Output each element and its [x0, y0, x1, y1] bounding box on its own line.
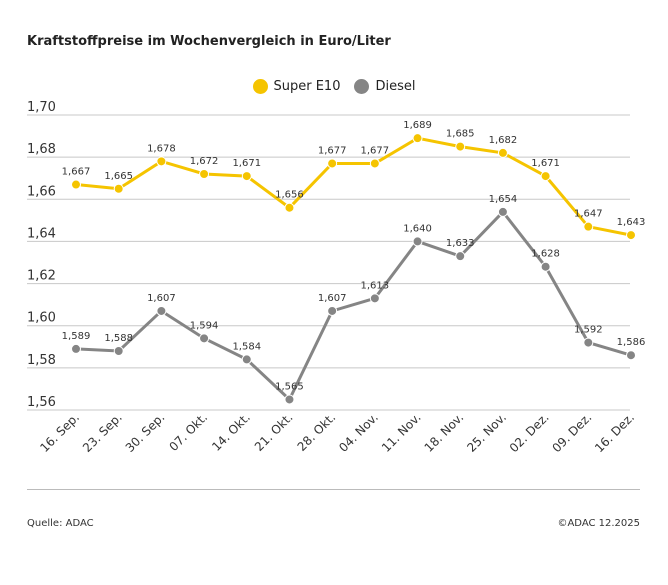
data-label: 1,594 — [190, 320, 219, 331]
y-tick-label: 1,68 — [27, 142, 56, 157]
data-label: 1,613 — [361, 280, 390, 291]
data-point — [156, 305, 167, 316]
data-point — [369, 158, 380, 169]
series-line — [75, 136, 632, 237]
x-tick-label: 14. Okt. — [209, 410, 253, 454]
y-tick-label: 1,70 — [27, 100, 56, 115]
data-label: 1,682 — [489, 135, 518, 146]
divider — [27, 489, 640, 490]
copyright: ©ADAC 12.2025 — [557, 518, 640, 529]
data-point — [327, 158, 338, 169]
data-point — [241, 354, 252, 365]
legend-label: Super E10 — [273, 79, 341, 94]
data-point — [71, 179, 81, 190]
data-point — [583, 221, 594, 232]
data-point — [583, 337, 594, 348]
data-label: 1,647 — [574, 209, 603, 220]
data-label: 1,667 — [62, 167, 91, 178]
data-label: 1,628 — [531, 249, 560, 260]
data-label: 1,665 — [104, 171, 133, 182]
legend-swatch — [252, 79, 268, 94]
y-tick-label: 1,62 — [27, 269, 56, 284]
data-point — [199, 169, 210, 179]
data-point — [455, 251, 466, 262]
data-label: 1,592 — [574, 325, 603, 336]
data-point — [113, 183, 124, 194]
data-label: 1,656 — [275, 190, 304, 201]
data-label: 1,584 — [232, 341, 261, 352]
data-label: 1,633 — [446, 238, 475, 249]
x-tick-label: 18. Nov. — [422, 410, 467, 455]
x-tick-label: 23. Sep. — [80, 410, 125, 455]
data-label: 1,589 — [62, 331, 91, 342]
data-label: 1,654 — [489, 194, 518, 205]
data-point — [327, 305, 338, 316]
legend-item-super-e10: Super E10 — [252, 79, 341, 94]
source-note: Quelle: ADAC — [27, 518, 94, 529]
x-tick-label: 30. Sep. — [123, 410, 168, 455]
x-tick-label: 16. Dez. — [592, 410, 637, 455]
data-label: 1,588 — [104, 333, 133, 344]
x-tick-label: 21. Okt. — [252, 410, 296, 454]
y-tick-label: 1,58 — [27, 353, 56, 368]
data-label: 1,671 — [531, 158, 560, 169]
x-tick-label: 02. Dez. — [507, 410, 552, 455]
legend-item-diesel: Diesel — [354, 79, 416, 94]
data-label: 1,640 — [403, 223, 432, 234]
y-tick-label: 1,56 — [27, 395, 56, 410]
data-point — [412, 133, 423, 144]
data-point — [412, 236, 423, 247]
data-label: 1,672 — [190, 156, 219, 167]
data-label: 1,685 — [446, 129, 475, 140]
data-point — [199, 333, 210, 344]
x-tick-label: 16. Sep. — [37, 410, 82, 455]
y-tick-label: 1,64 — [27, 226, 56, 241]
data-point — [284, 202, 295, 213]
data-point — [71, 343, 81, 354]
x-tick-label: 28. Okt. — [295, 410, 339, 454]
data-point — [156, 156, 167, 167]
x-tick-label: 07. Okt. — [166, 410, 210, 454]
chart-title: Kraftstoffpreise im Wochenvergleich in E… — [27, 34, 391, 49]
data-label: 1,689 — [403, 120, 432, 131]
data-point — [626, 350, 636, 361]
x-tick-label: 04. Nov. — [336, 410, 381, 455]
x-tick-label: 09. Dez. — [549, 410, 594, 455]
data-label: 1,677 — [318, 145, 347, 156]
data-label: 1,565 — [275, 381, 304, 392]
data-label: 1,607 — [318, 293, 347, 304]
data-point — [497, 206, 508, 217]
series-line — [75, 209, 632, 402]
data-point — [241, 171, 252, 182]
x-tick-label: 25. Nov. — [464, 410, 509, 455]
data-label: 1,607 — [147, 293, 176, 304]
y-tick-label: 1,60 — [27, 311, 56, 326]
data-label: 1,643 — [617, 217, 646, 228]
data-point — [540, 171, 551, 182]
data-point — [284, 394, 295, 405]
legend-label: Diesel — [375, 79, 416, 94]
x-tick-label: 11. Nov. — [379, 410, 424, 455]
data-point — [455, 141, 466, 152]
data-label: 1,677 — [361, 145, 390, 156]
legend: Super E10 Diesel — [0, 79, 668, 94]
y-tick-label: 1,66 — [27, 184, 56, 199]
data-point — [369, 293, 380, 304]
data-label: 1,671 — [232, 158, 261, 169]
data-label: 1,586 — [617, 337, 646, 348]
data-point — [113, 346, 124, 356]
legend-swatch — [354, 79, 370, 94]
data-point — [497, 147, 508, 158]
data-label: 1,678 — [147, 143, 176, 154]
data-point — [540, 261, 551, 272]
data-point — [626, 230, 636, 241]
